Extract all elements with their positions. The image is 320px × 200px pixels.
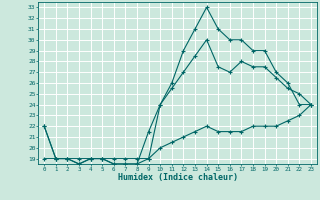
X-axis label: Humidex (Indice chaleur): Humidex (Indice chaleur): [118, 173, 238, 182]
